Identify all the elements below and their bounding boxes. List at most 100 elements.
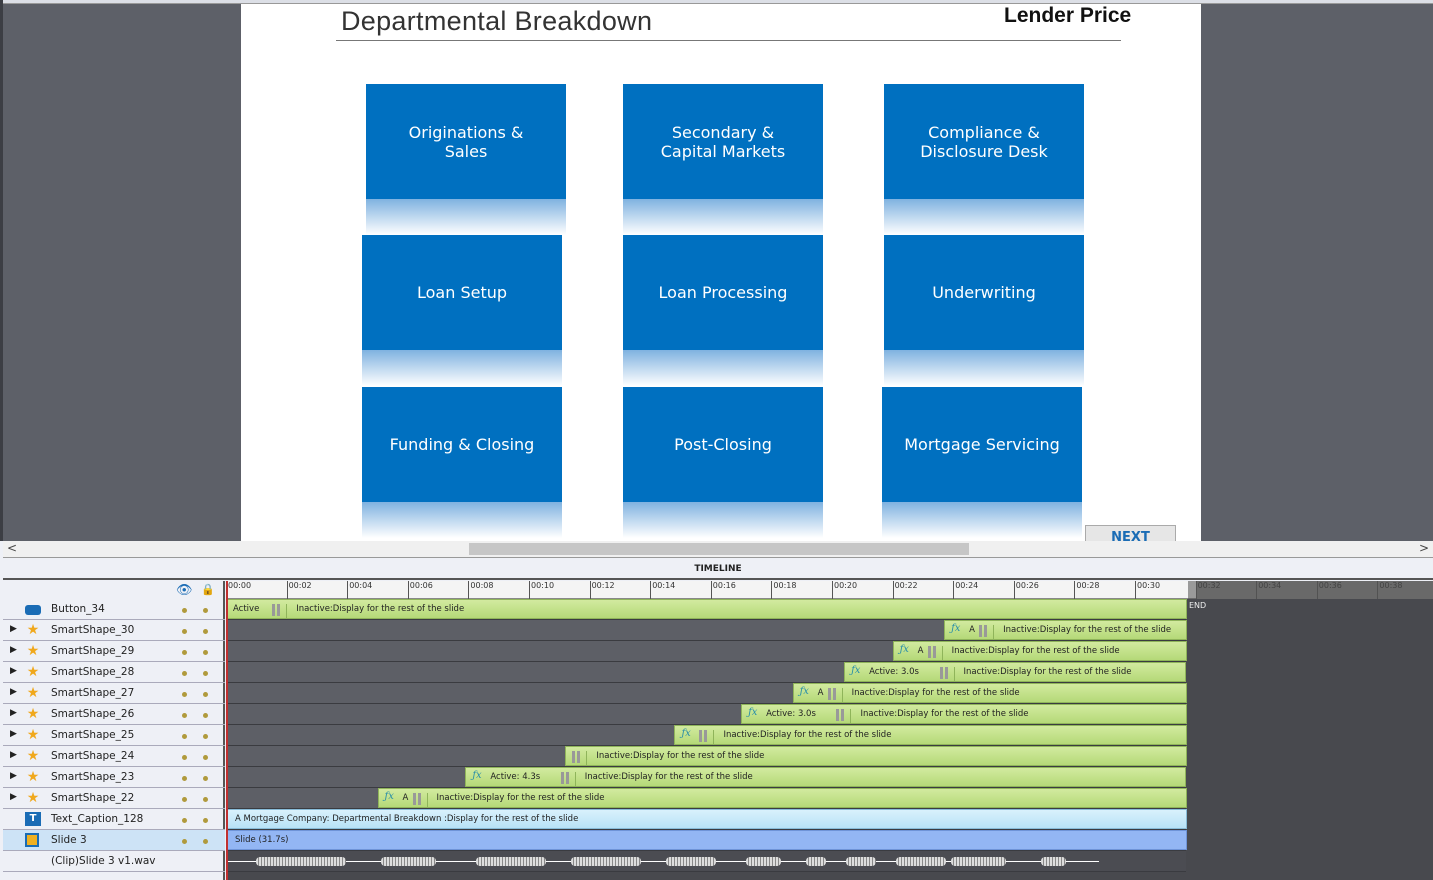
lock-toggle[interactable]: [203, 734, 208, 739]
visibility-toggle[interactable]: [182, 839, 187, 844]
pause-handle-icon[interactable]: [979, 625, 988, 637]
layer-row[interactable]: ▶ ★ SmartShape_23: [3, 767, 225, 788]
horizontal-scrollbar[interactable]: < >: [3, 541, 1433, 558]
ruler-tick-label: 00:06: [407, 581, 469, 599]
lock-toggle[interactable]: [203, 692, 208, 697]
layer-row[interactable]: ▶ ★ SmartShape_30: [3, 620, 225, 641]
department-tile[interactable]: Underwriting: [884, 235, 1084, 386]
visibility-toggle[interactable]: [182, 629, 187, 634]
lock-toggle[interactable]: [203, 629, 208, 634]
department-tile[interactable]: Loan Setup: [362, 235, 562, 386]
visibility-toggle[interactable]: [182, 755, 187, 760]
pause-handle-icon[interactable]: [939, 667, 948, 679]
timeline-bar[interactable]: ƒx Inactive:Display for the rest of the s…: [674, 725, 1187, 745]
visibility-toggle[interactable]: [182, 692, 187, 697]
visibility-toggle[interactable]: [182, 650, 187, 655]
caption-bar[interactable]: A Mortgage Company: Departmental Breakdo…: [226, 809, 1187, 829]
layer-row[interactable]: ▶ ★ SmartShape_27: [3, 683, 225, 704]
pause-handle-icon[interactable]: [572, 751, 581, 763]
layer-row[interactable]: ▶ ★ SmartShape_26: [3, 704, 225, 725]
fx-effect-icon[interactable]: ƒx: [799, 686, 809, 697]
lock-icon[interactable]: 🔒: [201, 583, 215, 596]
next-button[interactable]: NEXT: [1085, 525, 1176, 541]
department-tile[interactable]: Originations & Sales: [366, 84, 566, 235]
expand-arrow-icon[interactable]: ▶: [10, 750, 17, 760]
visibility-toggle[interactable]: [182, 797, 187, 802]
audio-waveform: [256, 857, 346, 866]
visibility-toggle[interactable]: [182, 713, 187, 718]
bar-divider: [426, 793, 428, 807]
department-tile[interactable]: Secondary & Capital Markets: [623, 84, 823, 235]
scroll-right-icon[interactable]: >: [1418, 541, 1429, 555]
department-tile[interactable]: Compliance & Disclosure Desk: [884, 84, 1084, 235]
layer-row[interactable]: ▶ ★ SmartShape_29: [3, 641, 225, 662]
lock-toggle[interactable]: [203, 650, 208, 655]
expand-arrow-icon[interactable]: ▶: [10, 708, 17, 718]
scroll-left-icon[interactable]: <: [7, 541, 18, 555]
layer-row[interactable]: ▶ ★ SmartShape_28: [3, 662, 225, 683]
pause-handle-icon[interactable]: [560, 772, 569, 784]
department-tile[interactable]: Loan Processing: [623, 235, 823, 386]
layer-row[interactable]: Button_34: [3, 599, 225, 620]
expand-arrow-icon[interactable]: ▶: [10, 624, 17, 634]
timeline-bar[interactable]: ƒx A Inactive:Display for the rest of the …: [892, 641, 1187, 661]
timeline-bar[interactable]: ƒx Active: 3.0s Inactive:Display for the r…: [844, 662, 1187, 682]
layer-row[interactable]: ▶ ★ SmartShape_25: [3, 725, 225, 746]
layer-row[interactable]: T Text_Caption_128: [3, 809, 225, 830]
lock-toggle[interactable]: [203, 713, 208, 718]
lock-toggle[interactable]: [203, 839, 208, 844]
timeline-bar[interactable]: Active Inactive:Display for the rest of t…: [226, 599, 1187, 619]
pause-handle-icon[interactable]: [827, 688, 836, 700]
department-tile[interactable]: Mortgage Servicing: [882, 387, 1082, 538]
lock-toggle[interactable]: [203, 608, 208, 613]
audio-track[interactable]: [226, 851, 1186, 872]
timeline-bar[interactable]: Inactive:Display for the rest of the sli…: [565, 746, 1187, 766]
pause-handle-icon[interactable]: [272, 604, 281, 616]
layer-row[interactable]: Slide 3: [3, 830, 225, 851]
fx-effect-icon[interactable]: ƒx: [681, 728, 691, 739]
layer-row[interactable]: ▶ ★ SmartShape_22: [3, 788, 225, 809]
department-tile[interactable]: Post-Closing: [623, 387, 823, 538]
fx-effect-icon[interactable]: ƒx: [851, 665, 861, 676]
timeline-bar[interactable]: ƒx Active: 4.3s Inactive:Display for the r…: [465, 767, 1187, 787]
visibility-toggle[interactable]: [182, 671, 187, 676]
layer-row[interactable]: ▶ ★ SmartShape_24: [3, 746, 225, 767]
fx-effect-icon[interactable]: ƒx: [899, 644, 909, 655]
pause-handle-icon[interactable]: [927, 646, 936, 658]
pause-handle-icon[interactable]: [699, 730, 708, 742]
slide-bar[interactable]: Slide (31.7s): [226, 830, 1187, 850]
lock-toggle[interactable]: [203, 776, 208, 781]
track-row: ƒx Active: 3.0s Inactive:Display for the r…: [226, 662, 1187, 683]
slide-canvas: Departmental Breakdown Lender Price Orig…: [241, 4, 1201, 541]
visibility-toggle[interactable]: [182, 608, 187, 613]
lock-toggle[interactable]: [203, 671, 208, 676]
expand-arrow-icon[interactable]: ▶: [10, 645, 17, 655]
expand-arrow-icon[interactable]: ▶: [10, 687, 17, 697]
pause-handle-icon[interactable]: [412, 793, 421, 805]
department-tile[interactable]: Funding & Closing: [362, 387, 562, 538]
visibility-toggle[interactable]: [182, 734, 187, 739]
fx-effect-icon[interactable]: ƒx: [384, 791, 394, 802]
playhead[interactable]: [226, 581, 228, 880]
tab-strip: [3, 0, 1433, 4]
lock-toggle[interactable]: [203, 755, 208, 760]
layer-row[interactable]: (Clip)Slide 3 v1.wav: [3, 851, 225, 872]
pause-handle-icon[interactable]: [836, 709, 845, 721]
timeline-bar[interactable]: ƒx A Inactive:Display for the rest of the …: [792, 683, 1187, 703]
expand-arrow-icon[interactable]: ▶: [10, 792, 17, 802]
eye-icon[interactable]: 👁: [176, 583, 193, 598]
timeline-bar[interactable]: ƒx Active: 3.0s Inactive:Display for the r…: [741, 704, 1187, 724]
lock-toggle[interactable]: [203, 818, 208, 823]
expand-arrow-icon[interactable]: ▶: [10, 729, 17, 739]
visibility-toggle[interactable]: [182, 818, 187, 823]
expand-arrow-icon[interactable]: ▶: [10, 666, 17, 676]
scrollbar-thumb[interactable]: [469, 543, 969, 555]
timeline-bar[interactable]: ƒx A Inactive:Display for the rest of the …: [944, 620, 1187, 640]
fx-effect-icon[interactable]: ƒx: [472, 770, 482, 781]
fx-effect-icon[interactable]: ƒx: [748, 707, 758, 718]
expand-arrow-icon[interactable]: ▶: [10, 771, 17, 781]
lock-toggle[interactable]: [203, 797, 208, 802]
fx-effect-icon[interactable]: ƒx: [951, 623, 961, 634]
timeline-bar[interactable]: ƒx A Inactive:Display for the rest of the …: [377, 788, 1187, 808]
visibility-toggle[interactable]: [182, 776, 187, 781]
